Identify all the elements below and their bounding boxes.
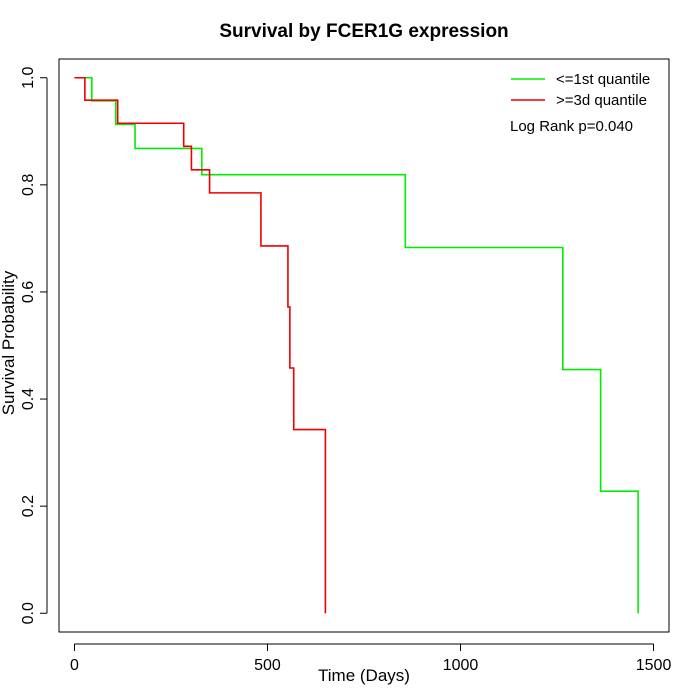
legend: <=1st quantile >=3d quantile: [511, 71, 650, 109]
x-tick-label: 1000: [443, 657, 479, 674]
y-tick-label: 0.2: [20, 495, 37, 517]
series-layer: [74, 76, 639, 614]
plot-frame: [58, 58, 670, 633]
y-axis: 0.0 0.2 0.4 0.6 0.8 1.0: [20, 67, 48, 624]
legend-label-low-quantile: <=1st quantile: [556, 71, 650, 88]
y-axis-label: Survival Probability: [0, 270, 18, 415]
legend-label-high-quantile: >=3d quantile: [556, 92, 647, 109]
x-axis-label: Time (Days): [318, 666, 410, 685]
y-tick-label: 0.8: [20, 174, 37, 196]
x-tick-label: 500: [254, 657, 281, 674]
y-tick-label: 0.6: [20, 281, 37, 303]
y-tick-label: 0.0: [20, 602, 37, 624]
x-axis: 0 500 1000 1500: [70, 643, 672, 674]
series-line-1: [74, 76, 327, 614]
y-tick-label: 0.4: [20, 388, 37, 410]
x-tick-label: 1500: [636, 657, 672, 674]
x-tick-label: 0: [70, 657, 79, 674]
log-rank-annotation: Log Rank p=0.040: [510, 118, 633, 135]
chart-title: Survival by FCER1G expression: [219, 21, 508, 42]
y-tick-label: 1.0: [20, 67, 37, 89]
